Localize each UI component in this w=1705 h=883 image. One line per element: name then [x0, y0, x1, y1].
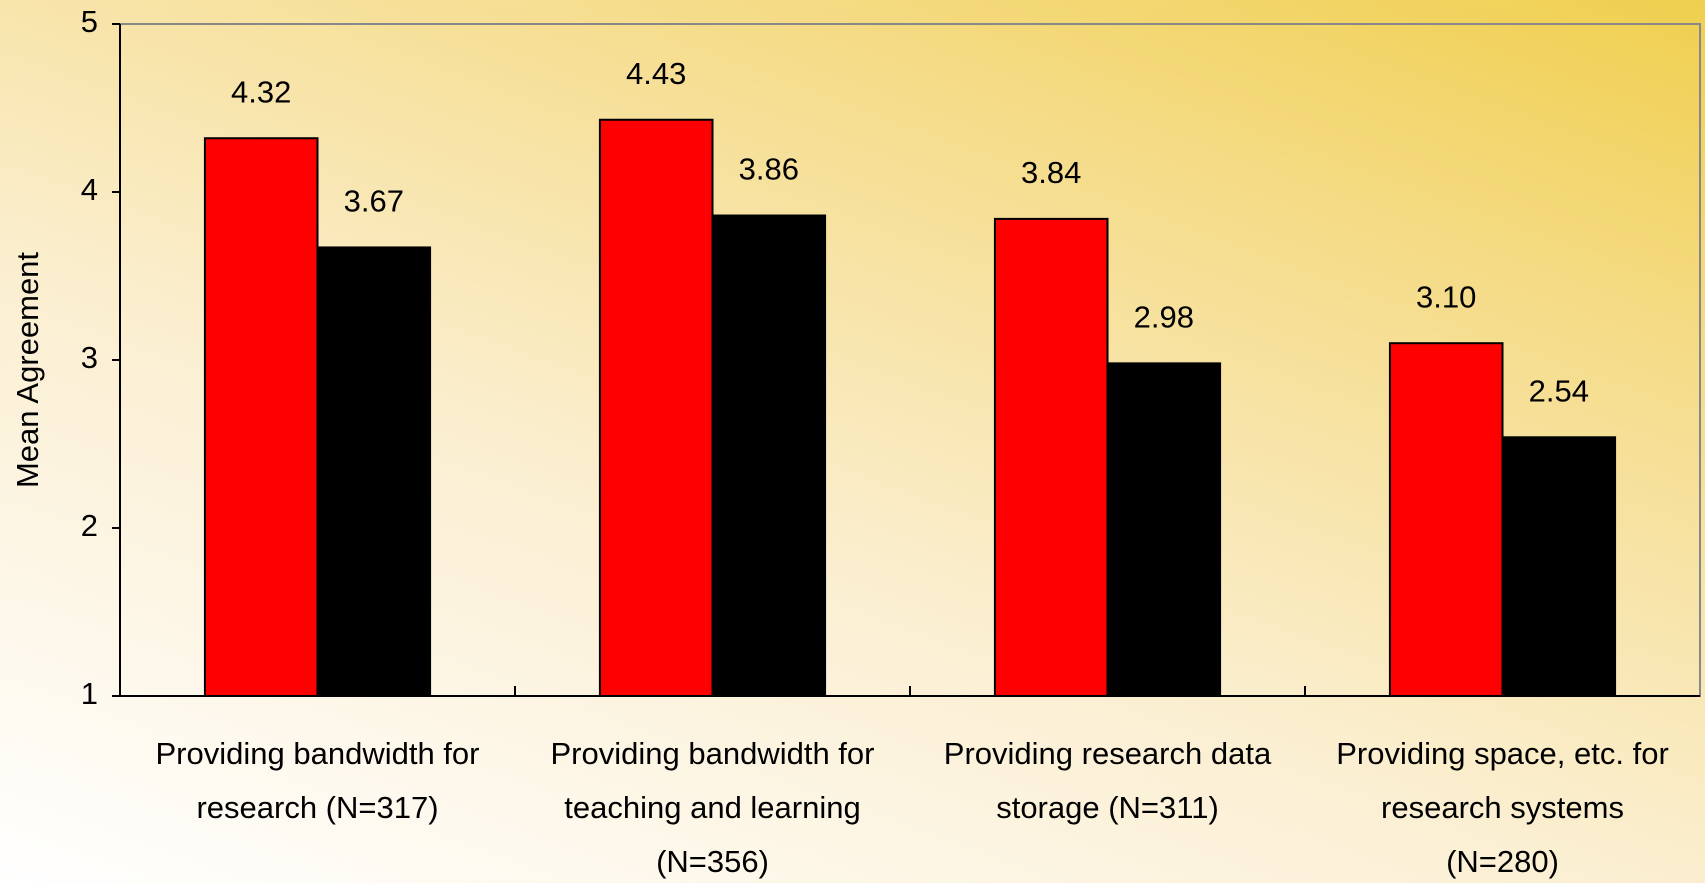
x-tick-label: teaching and learning: [564, 790, 860, 825]
x-tick-label: storage (N=311): [996, 790, 1219, 825]
x-tick-label: Providing bandwidth for: [156, 736, 480, 771]
value-label: 2.54: [1529, 373, 1589, 408]
x-tick-label: Providing research data: [944, 736, 1272, 771]
value-label: 3.84: [1021, 155, 1081, 190]
x-tick-label: Providing space, etc. for: [1336, 736, 1669, 771]
y-tick-label: 2: [81, 508, 98, 543]
value-label: 2.98: [1134, 300, 1194, 335]
x-tick-label: research (N=317): [196, 790, 438, 825]
y-tick-label: 1: [81, 676, 98, 711]
x-tick-label: (N=280): [1446, 844, 1559, 879]
x-tick-label: research systems: [1381, 790, 1624, 825]
value-label: 4.32: [231, 74, 291, 109]
y-tick-label: 3: [81, 340, 98, 375]
x-tick-label: Providing bandwidth for: [551, 736, 875, 771]
y-tick-label: 4: [81, 172, 98, 207]
bar: [598, 118, 714, 697]
value-label: 3.86: [739, 152, 799, 187]
value-label: 4.43: [626, 56, 686, 91]
bar: [1106, 362, 1222, 697]
bar: [316, 246, 432, 697]
bar: [993, 217, 1109, 697]
bar: [1501, 436, 1617, 697]
y-tick-label: 5: [81, 4, 98, 39]
x-tick-label: (N=356): [656, 844, 769, 879]
value-label: 3.10: [1416, 279, 1476, 314]
bar: [203, 137, 319, 698]
bar: [711, 214, 827, 698]
bar: [1388, 342, 1504, 697]
value-label: 3.67: [344, 184, 404, 219]
y-axis-title: Mean Agreement: [10, 252, 45, 488]
